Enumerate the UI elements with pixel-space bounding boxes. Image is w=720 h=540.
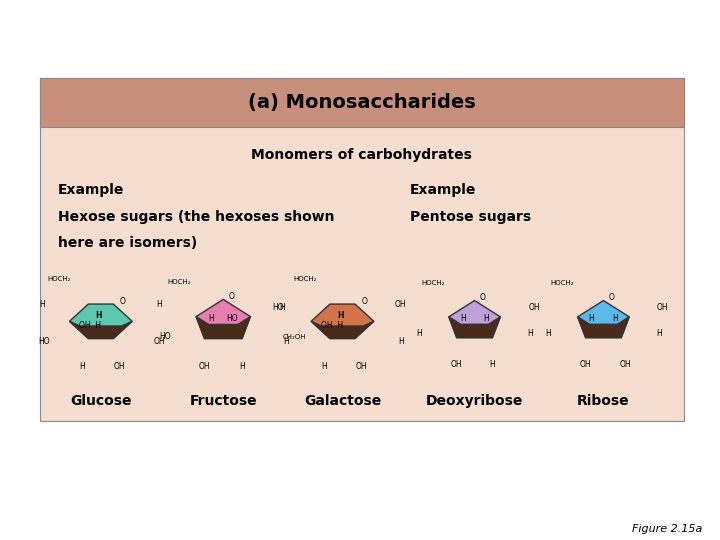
Text: HOCH₂: HOCH₂ xyxy=(550,280,574,286)
Text: OH: OH xyxy=(153,337,165,346)
Text: OH: OH xyxy=(528,303,540,313)
Text: Pentose sugars: Pentose sugars xyxy=(410,210,531,224)
Text: OH: OH xyxy=(657,303,669,313)
Text: Example: Example xyxy=(410,183,477,197)
Text: H: H xyxy=(279,303,284,312)
Text: H: H xyxy=(460,314,466,323)
Text: H: H xyxy=(613,314,618,323)
Text: HOCH₂: HOCH₂ xyxy=(48,276,71,282)
Text: OH: OH xyxy=(199,362,210,371)
Text: Glucose: Glucose xyxy=(70,394,132,408)
Text: OH: OH xyxy=(356,362,367,371)
FancyBboxPatch shape xyxy=(40,78,684,127)
Text: Deoxyribose: Deoxyribose xyxy=(426,394,523,408)
Text: Example: Example xyxy=(58,183,124,197)
Text: H: H xyxy=(40,300,45,308)
Text: H: H xyxy=(79,362,85,371)
Text: OH: OH xyxy=(580,360,591,369)
Polygon shape xyxy=(70,321,132,339)
Text: Galactose: Galactose xyxy=(304,394,381,408)
Text: HOCH₂: HOCH₂ xyxy=(168,279,191,285)
Text: Ribose: Ribose xyxy=(577,394,630,408)
Text: here are isomers): here are isomers) xyxy=(58,236,197,250)
Text: H: H xyxy=(490,360,495,369)
Text: OH  H: OH H xyxy=(79,321,102,330)
Text: OH: OH xyxy=(451,360,462,369)
Text: Figure 2.15a: Figure 2.15a xyxy=(631,523,702,534)
Text: H: H xyxy=(156,300,162,308)
Text: HO: HO xyxy=(226,314,238,323)
Text: Fructose: Fructose xyxy=(189,394,257,408)
Text: H: H xyxy=(208,314,214,323)
Text: HO: HO xyxy=(159,333,171,341)
Polygon shape xyxy=(311,304,374,339)
Polygon shape xyxy=(449,317,500,338)
Text: HO: HO xyxy=(39,337,50,346)
Text: OH: OH xyxy=(114,362,125,371)
Text: O: O xyxy=(120,298,125,306)
Text: (a) Monosaccharides: (a) Monosaccharides xyxy=(248,93,476,112)
Text: H: H xyxy=(656,329,662,338)
Text: H: H xyxy=(321,362,327,371)
Text: Hexose sugars (the hexoses shown: Hexose sugars (the hexoses shown xyxy=(58,210,334,224)
Text: Monomers of carbohydrates: Monomers of carbohydrates xyxy=(251,148,472,162)
Text: HO: HO xyxy=(272,303,284,312)
Text: H: H xyxy=(283,337,289,346)
Text: H: H xyxy=(589,314,595,323)
Text: OH: OH xyxy=(619,360,631,369)
Text: H: H xyxy=(484,314,490,323)
Text: H: H xyxy=(527,329,533,338)
Polygon shape xyxy=(70,304,132,339)
Text: H: H xyxy=(337,310,343,320)
Text: OH: OH xyxy=(395,300,407,308)
Text: CH₂OH: CH₂OH xyxy=(282,334,306,340)
Polygon shape xyxy=(196,316,251,339)
Text: H: H xyxy=(398,337,404,346)
Polygon shape xyxy=(449,300,500,338)
Polygon shape xyxy=(577,300,629,338)
Text: O: O xyxy=(229,292,235,301)
Text: HOCH₂: HOCH₂ xyxy=(421,280,445,286)
Text: HOCH₂: HOCH₂ xyxy=(293,276,317,282)
Text: OH  H: OH H xyxy=(321,321,343,330)
FancyBboxPatch shape xyxy=(40,78,684,421)
Text: H: H xyxy=(96,310,102,320)
Text: O: O xyxy=(361,298,367,306)
Text: H: H xyxy=(239,362,245,371)
Polygon shape xyxy=(577,317,629,338)
Polygon shape xyxy=(311,321,374,339)
Text: O: O xyxy=(608,293,614,302)
Polygon shape xyxy=(196,299,251,339)
Text: H: H xyxy=(545,329,551,338)
Text: O: O xyxy=(480,293,485,302)
Text: H: H xyxy=(416,329,422,338)
